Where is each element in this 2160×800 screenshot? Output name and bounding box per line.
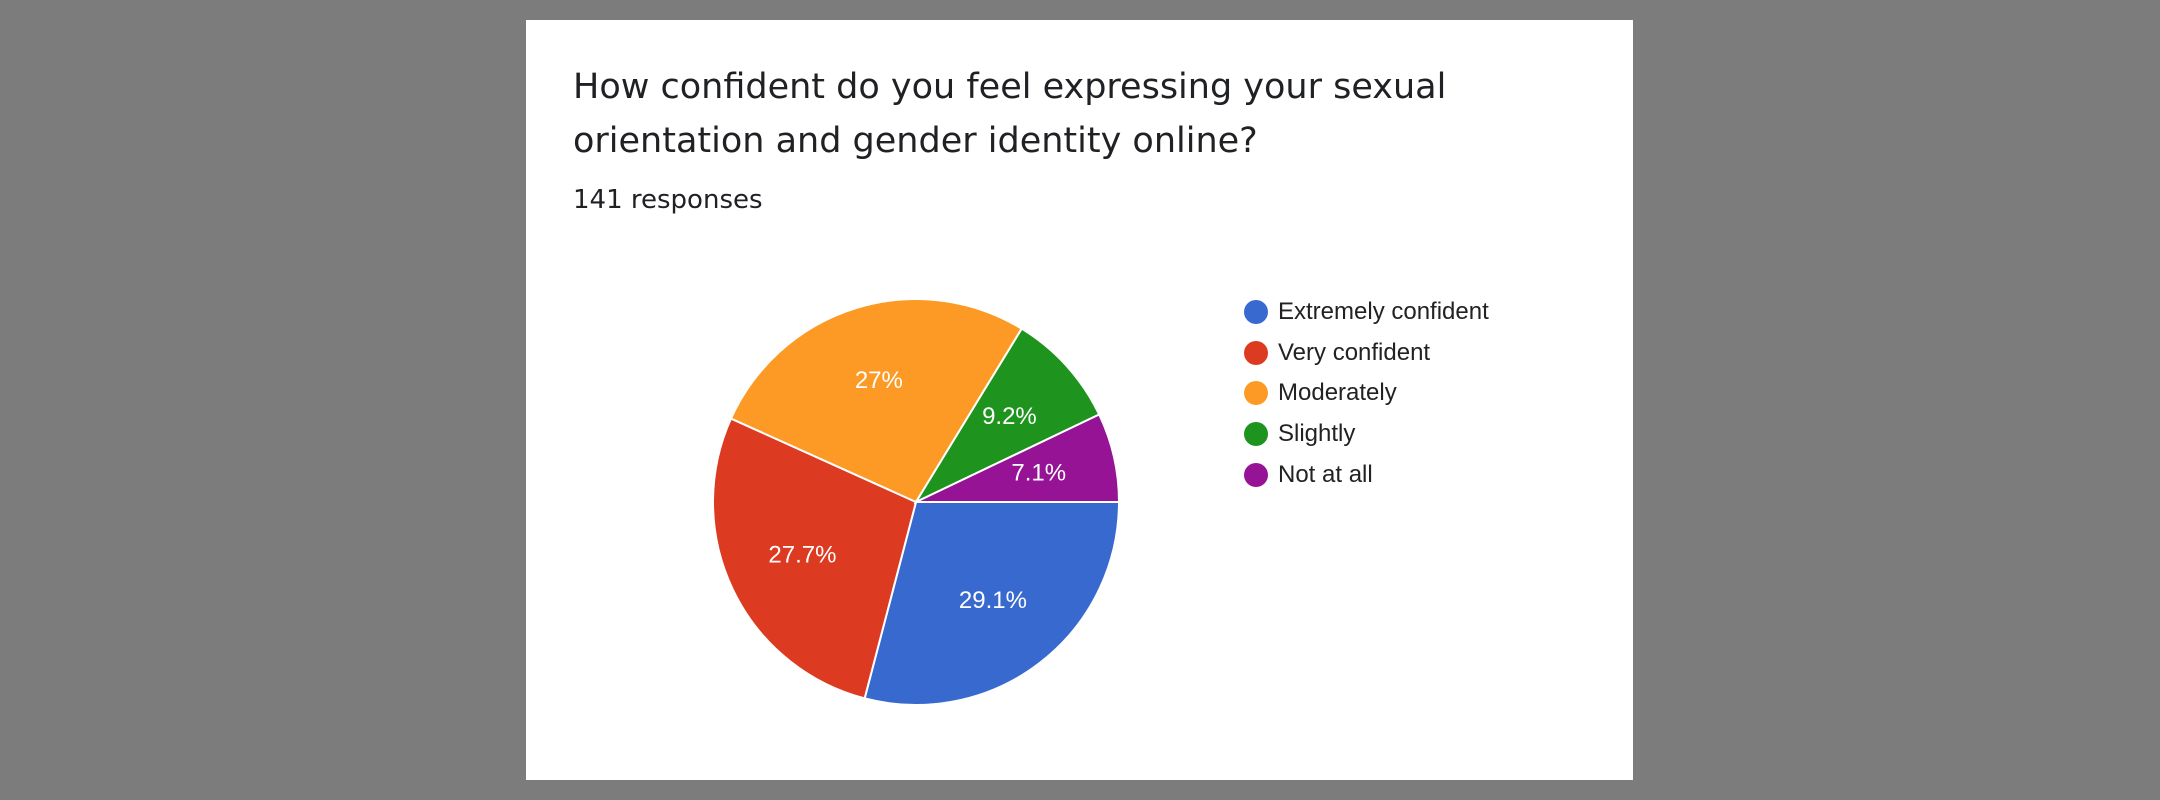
legend-item-moderately[interactable]: Moderately — [1244, 373, 1489, 414]
slice-label-extremely-confident: 29.1% — [959, 587, 1027, 614]
legend-swatch — [1244, 422, 1268, 447]
legend-item-extremely-confident[interactable]: Extremely confident — [1244, 292, 1489, 333]
pie-slice-slightly[interactable] — [913, 327, 1101, 505]
slice-label-moderately: 27% — [855, 367, 903, 394]
legend-label: Moderately — [1278, 379, 1397, 407]
response-count: 141 responses — [573, 185, 763, 215]
slice-label-not-at-all: 7.1% — [1011, 460, 1066, 487]
legend-label: Not at all — [1278, 460, 1373, 488]
pie-slice-not-at-all[interactable] — [915, 413, 1121, 503]
chart-card: How confident do you feel expressing you… — [526, 20, 1633, 780]
pie-chart: 29.1% 27.7% 27% 9.2% 7.1% — [712, 298, 1121, 706]
legend-swatch — [1244, 340, 1268, 365]
pie-slice-moderately[interactable] — [729, 298, 1024, 504]
legend-item-very-confident[interactable]: Very confident — [1244, 333, 1489, 374]
pie-slice-very-confident[interactable] — [712, 417, 918, 700]
legend-item-not-at-all[interactable]: Not at all — [1244, 454, 1489, 495]
legend-swatch — [1244, 300, 1268, 325]
legend-label: Extremely confident — [1278, 298, 1489, 326]
slice-label-slightly: 9.2% — [982, 403, 1037, 430]
chart-title: How confident do you feel expressing you… — [573, 67, 1447, 161]
legend-swatch — [1244, 381, 1268, 406]
legend-label: Very confident — [1278, 338, 1431, 366]
legend-label: Slightly — [1278, 420, 1356, 448]
legend-item-slightly[interactable]: Slightly — [1244, 414, 1489, 455]
slice-label-very-confident: 27.7% — [768, 542, 836, 569]
pie-slice-extremely-confident[interactable] — [863, 501, 1121, 706]
chart-legend: Extremely confident Very confident Moderat… — [1244, 292, 1489, 495]
legend-swatch — [1244, 462, 1268, 487]
